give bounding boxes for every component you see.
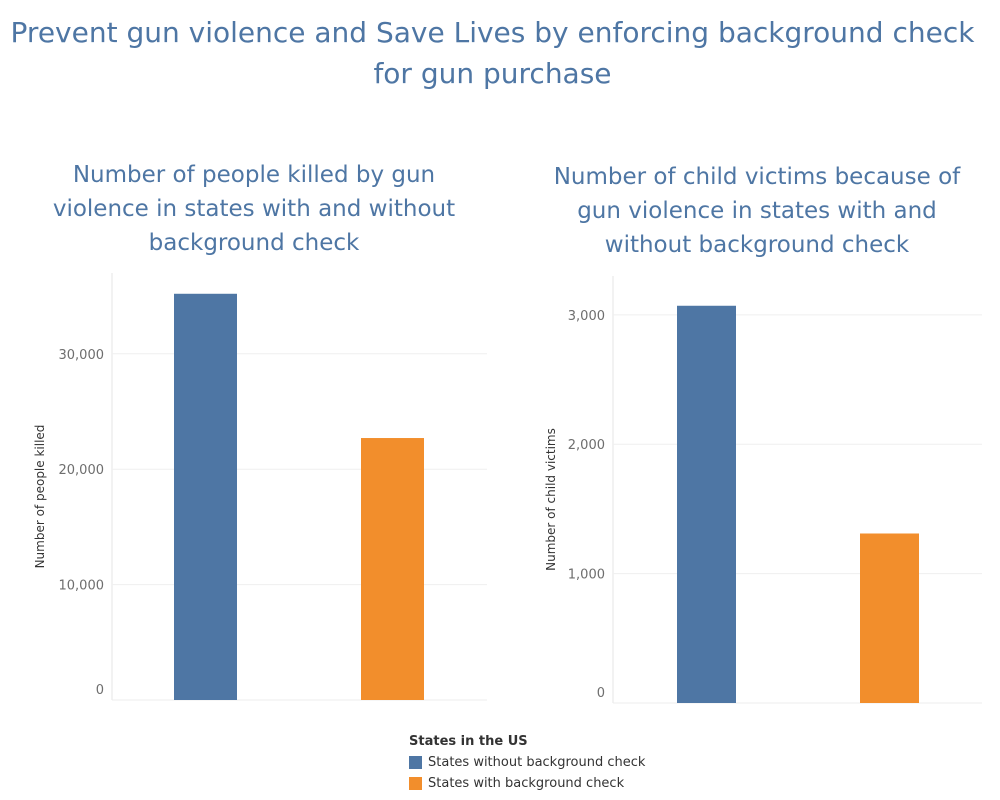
child-victims-y-tick-label: 3,000 <box>568 309 605 324</box>
child-victims-y-tick-label: 0 <box>597 686 605 701</box>
legend-title: States in the US <box>409 734 528 749</box>
legend-swatch-without-check <box>409 756 422 769</box>
page-title: Prevent gun violence and Save Lives by e… <box>10 16 975 90</box>
chart-title-people-killed: Number of people killed by gun violence … <box>52 162 456 256</box>
child-victims-bar-without-check <box>677 305 736 703</box>
people-killed-y-tick-label: 20,000 <box>59 463 105 478</box>
child-victims-y-tick-label: 2,000 <box>568 438 605 453</box>
legend-item-without-check[interactable]: States without background check <box>409 752 645 773</box>
chart-title-child-victims: Number of child victims because of gun v… <box>553 164 961 258</box>
people-killed-y-tick-label: 10,000 <box>59 579 105 594</box>
legend-label-without-check: States without background check <box>428 755 646 770</box>
people-killed-y-axis-label: Number of people killed <box>33 425 47 569</box>
child-victims-y-axis-label: Number of child victims <box>544 428 558 571</box>
legend-swatch-with-check <box>409 777 422 790</box>
people-killed-bar-with-check <box>361 438 424 700</box>
child-victims-bar-with-check <box>860 533 919 703</box>
legend-item-with-check[interactable]: States with background check <box>409 773 645 794</box>
people-killed-bar-without-check <box>174 293 237 700</box>
legend-label-with-check: States with background check <box>428 776 625 791</box>
legend: States in the US States without backgrou… <box>409 734 645 794</box>
people-killed-y-tick-label: 30,000 <box>59 348 105 363</box>
child-victims-y-tick-label: 1,000 <box>568 568 605 583</box>
people-killed-y-tick-label: 0 <box>96 683 104 698</box>
